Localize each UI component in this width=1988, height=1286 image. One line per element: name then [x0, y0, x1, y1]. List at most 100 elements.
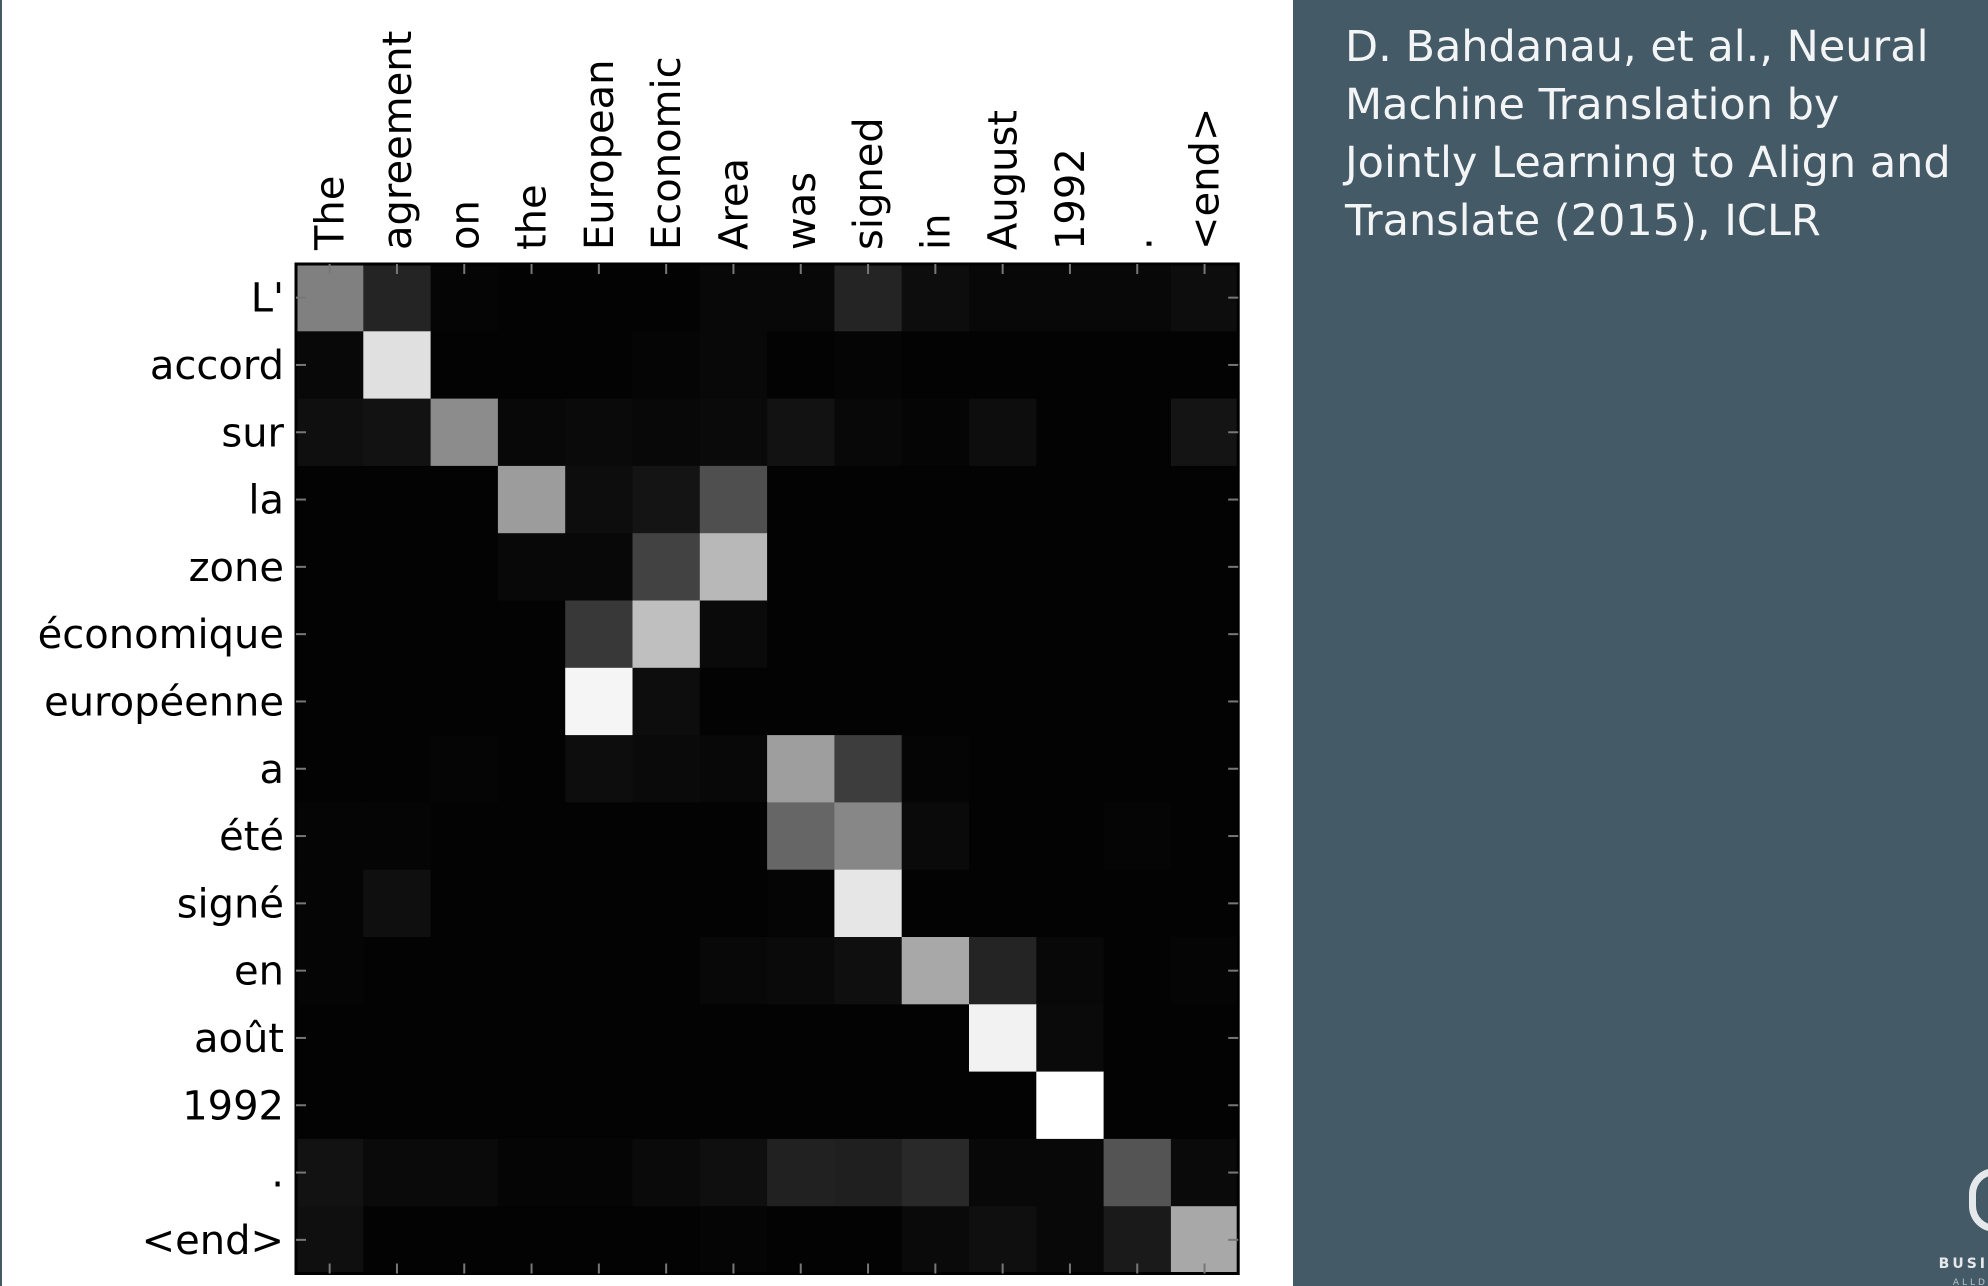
heatmap-cell — [565, 264, 634, 332]
heatmap-cell — [296, 1138, 364, 1207]
heatmap-cell — [767, 465, 835, 534]
heatmap-cell — [1170, 802, 1239, 871]
heatmap-cell — [834, 1004, 903, 1073]
heatmap-cell — [296, 869, 364, 938]
heatmap-cell — [834, 667, 903, 736]
heatmap-cell — [363, 533, 432, 602]
heatmap-cell — [767, 1004, 835, 1073]
heatmap-cell — [296, 331, 364, 400]
heatmap-cell — [969, 802, 1037, 871]
heatmap-cell — [497, 937, 566, 1005]
heatmap-cell — [1103, 331, 1172, 400]
x-tick-label: on — [442, 200, 488, 250]
heatmap-cell — [1103, 667, 1172, 736]
x-tick-label: August — [981, 110, 1027, 250]
heatmap-cell — [430, 1004, 499, 1073]
heatmap-cell — [565, 802, 634, 871]
heatmap-cell — [699, 331, 768, 400]
heatmap-cell — [834, 937, 903, 1005]
heatmap-cell — [632, 869, 701, 938]
y-tick-label: la — [248, 478, 284, 524]
heatmap-cell — [1103, 600, 1172, 669]
heatmap-cell — [565, 1138, 634, 1207]
heatmap-cell — [363, 264, 432, 332]
heatmap-cell — [430, 331, 499, 400]
heatmap-cell — [834, 1138, 903, 1207]
heatmap-cell — [565, 600, 634, 669]
heatmap-cell — [565, 1004, 634, 1073]
heatmap-cell — [1036, 1071, 1105, 1140]
heatmap-cell — [565, 1071, 634, 1140]
heatmap-cell — [901, 331, 970, 400]
heatmap-cell — [767, 331, 835, 400]
heatmap-cell — [565, 331, 634, 400]
heatmap-cell — [363, 1138, 432, 1207]
heatmap-cell — [834, 264, 903, 332]
x-tick-label: Area — [711, 158, 757, 250]
logo-text: BUSI — [1938, 1256, 1988, 1272]
heatmap-cell — [565, 667, 634, 736]
heatmap-cell — [834, 398, 903, 467]
heatmap-cell — [1170, 937, 1239, 1005]
y-tick-label: <end> — [142, 1218, 284, 1264]
heatmap-cell — [901, 869, 970, 938]
heatmap-cell — [969, 264, 1037, 332]
heatmap-cell — [901, 533, 970, 602]
x-tick-label: Economic — [644, 56, 690, 250]
heatmap-cell — [430, 1138, 499, 1207]
heatmap-cell — [632, 802, 701, 871]
heatmap-cell — [901, 264, 970, 332]
y-tick-label: zone — [189, 545, 284, 591]
heatmap-cell — [430, 667, 499, 736]
y-tick-label: signé — [177, 881, 284, 927]
heatmap-cell — [632, 1071, 701, 1140]
x-tick-label: 1992 — [1048, 148, 1094, 250]
heatmap-cell — [632, 735, 701, 803]
heatmap-cell — [1103, 398, 1172, 467]
heatmap-cell — [430, 937, 499, 1005]
heatmap-cell — [901, 1206, 970, 1275]
heatmap-cell — [834, 331, 903, 400]
heatmap-cell — [767, 1071, 835, 1140]
heatmap-cell — [834, 735, 903, 803]
heatmap-cell — [901, 667, 970, 736]
heatmap-cell — [430, 465, 499, 534]
heatmap-cell — [901, 1004, 970, 1073]
heatmap-cell — [632, 600, 701, 669]
heatmap-cell — [699, 735, 768, 803]
heatmap-cell — [632, 1138, 701, 1207]
heatmap-cell — [1103, 937, 1172, 1005]
heatmap-cell — [1036, 802, 1105, 871]
heatmap-cell — [430, 869, 499, 938]
heatmap-cell — [834, 533, 903, 602]
heatmap-cell — [363, 1004, 432, 1073]
heatmap-cell — [699, 1138, 768, 1207]
heatmap-cell — [1036, 533, 1105, 602]
heatmap-cell — [296, 937, 364, 1005]
heatmap-cell — [497, 735, 566, 803]
heatmap-cell — [363, 667, 432, 736]
heatmap-cell — [834, 802, 903, 871]
heatmap-cell — [632, 667, 701, 736]
heatmap-cell — [497, 667, 566, 736]
heatmap-cell — [497, 1071, 566, 1140]
heatmap-cell — [296, 802, 364, 871]
heatmap-cell — [497, 331, 566, 400]
heatmap-cell — [497, 869, 566, 938]
heatmap-cell — [969, 1138, 1037, 1207]
heatmap-cell — [1170, 1004, 1239, 1073]
heatmap-cell — [497, 1004, 566, 1073]
heatmap-cell — [1170, 1206, 1239, 1275]
heatmap-cell — [767, 937, 835, 1005]
heatmap-cell — [699, 465, 768, 534]
heatmap-cell — [565, 937, 634, 1005]
heatmap-cell — [497, 398, 566, 467]
heatmap-cell — [699, 600, 768, 669]
heatmap-cell — [430, 264, 499, 332]
heatmap-cell — [1103, 735, 1172, 803]
heatmap-cell — [1103, 1071, 1172, 1140]
heatmap-cell — [497, 465, 566, 534]
heatmap-cell — [901, 600, 970, 669]
heatmap-cell — [767, 1206, 835, 1275]
heatmap-cell — [497, 1138, 566, 1207]
